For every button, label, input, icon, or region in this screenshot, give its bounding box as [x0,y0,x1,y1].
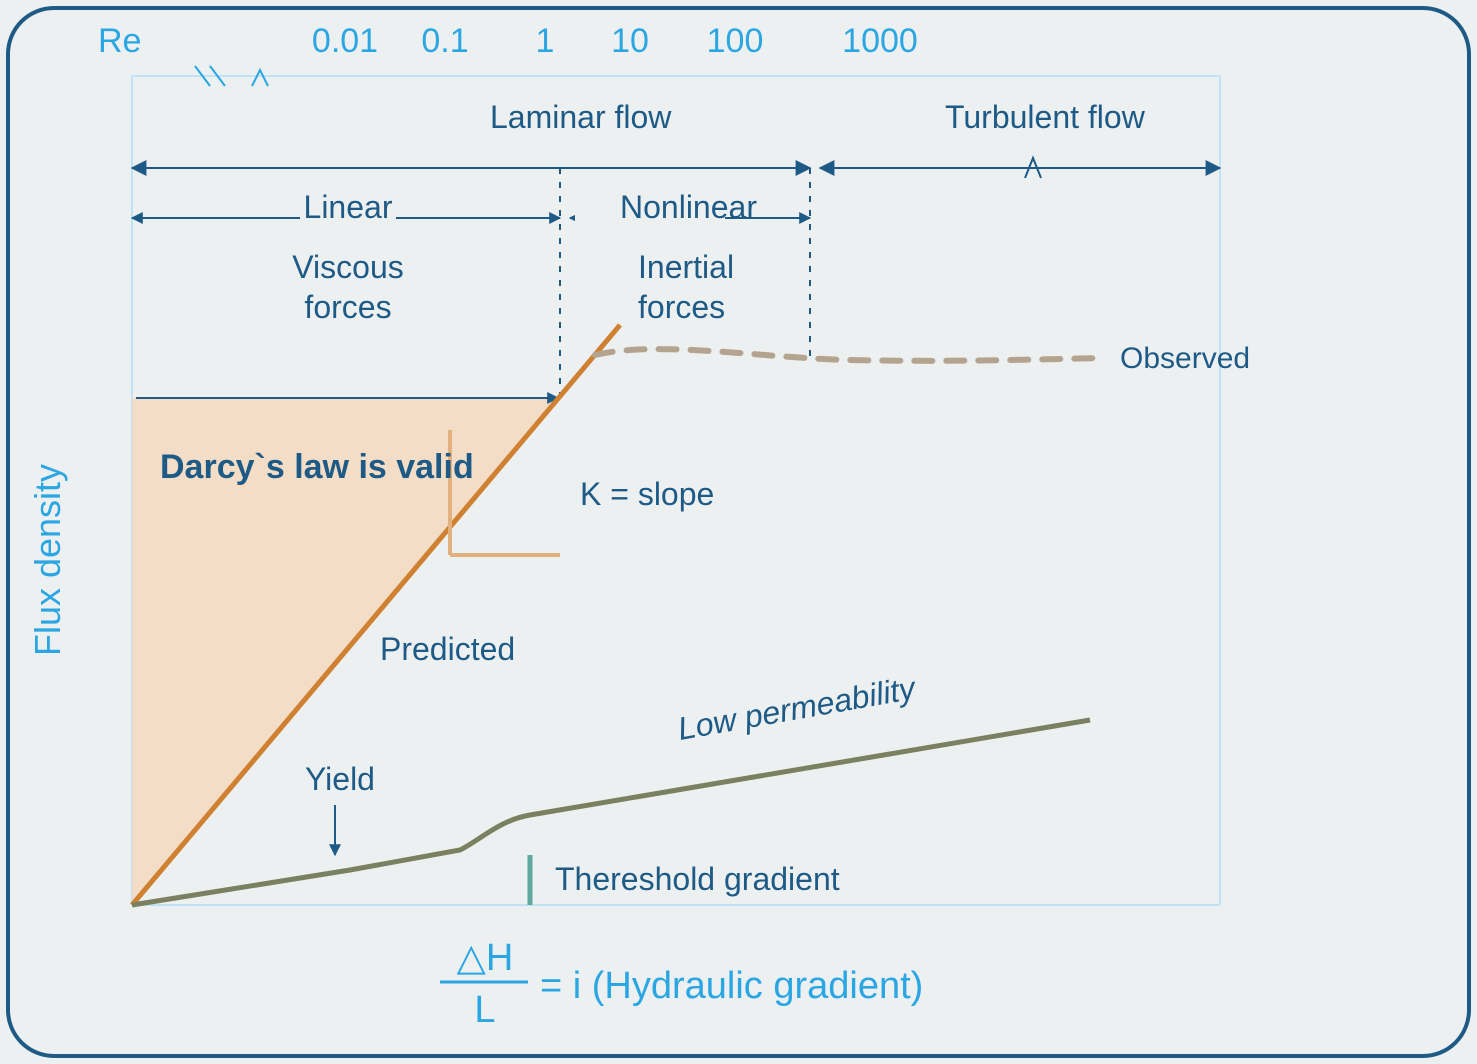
turbulent-label: Turbulent flow [945,99,1146,135]
predicted-label: Predicted [380,631,515,667]
y-axis-label: Flux density [27,464,68,656]
inertial-label-2: forces [638,289,725,325]
top-tick-1: 0.1 [421,22,468,60]
observed-label: Observed [1120,342,1250,375]
yield-label: Yield [305,761,375,797]
top-tick-0: 0.01 [312,22,378,60]
top-tick-4: 100 [707,22,764,60]
top-tick-5: 1000 [842,22,918,60]
k-slope-label: K = slope [580,476,714,512]
threshold-label: Thereshold gradient [555,861,840,897]
top-tick-3: 10 [611,22,649,60]
darcy-law-label: Darcy`s law is valid [160,448,474,486]
svg-text:= i (Hydraulic gradient): = i (Hydraulic gradient) [540,965,923,1007]
laminar-label: Laminar flow [490,99,672,135]
viscous-label-1: Viscous [292,249,403,285]
darcy-diagram: Re 0.01 0.1 1 10 100 1000 Flux density Lamina… [0,0,1477,1064]
nonlinear-label: Nonlinear [620,189,757,225]
svg-text:△H: △H [457,937,514,979]
inertial-label-1: Inertial [638,249,734,285]
svg-text:L: L [474,989,495,1031]
viscous-label-2: forces [304,289,391,325]
linear-label: Linear [304,189,393,225]
top-tick-2: 1 [536,22,555,60]
re-label: Re [98,22,141,60]
